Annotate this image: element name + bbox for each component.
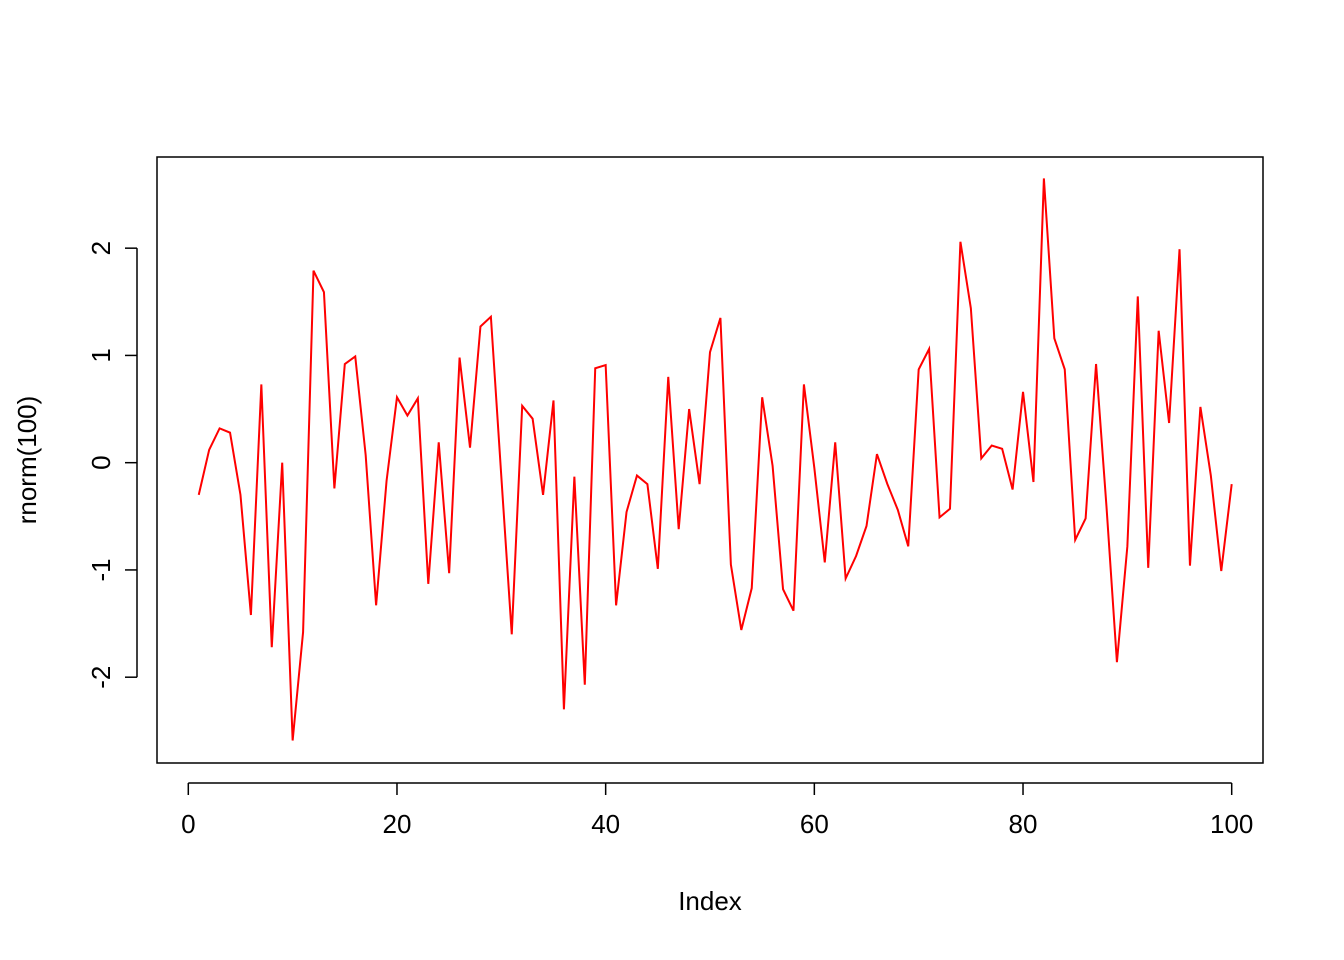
x-axis: 0 20 40 60 80 100	[181, 782, 1253, 839]
plot-frame	[156, 156, 1264, 764]
y-tick-label: -2	[86, 666, 116, 689]
series-layer	[197, 178, 1233, 741]
y-tick-label: 0	[86, 455, 116, 469]
x-axis-title: Index	[678, 886, 742, 916]
x-tick-label: 60	[800, 809, 829, 839]
x-tick-label: 40	[591, 809, 620, 839]
x-tick-label: 80	[1009, 809, 1038, 839]
x-tick-label: 0	[181, 809, 195, 839]
series-line	[197, 178, 1233, 741]
y-axis: -2 -1 0 1 2	[86, 241, 138, 689]
x-tick-label: 20	[383, 809, 412, 839]
y-tick-label: 1	[86, 348, 116, 362]
y-axis-title: rnorm(100)	[12, 396, 42, 525]
y-tick-label: 2	[86, 241, 116, 255]
y-tick-label: -1	[86, 558, 116, 581]
x-tick-label: 100	[1210, 809, 1253, 839]
